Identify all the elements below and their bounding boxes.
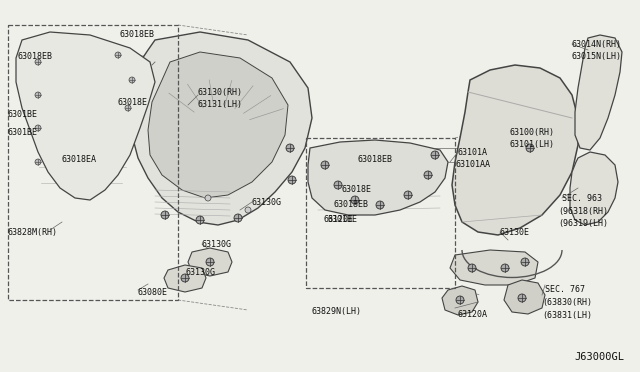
Circle shape: [376, 201, 384, 209]
Polygon shape: [504, 280, 545, 314]
Text: 63018EB: 63018EB: [120, 30, 155, 39]
Text: SEC. 767: SEC. 767: [545, 285, 585, 294]
Circle shape: [431, 151, 439, 159]
Text: 63080E: 63080E: [138, 288, 168, 297]
Text: 63130G: 63130G: [202, 240, 232, 249]
Text: 6301BE: 6301BE: [328, 215, 358, 224]
Circle shape: [161, 211, 169, 219]
Text: 63828M(RH): 63828M(RH): [8, 228, 58, 237]
Circle shape: [321, 161, 329, 169]
Text: 63014N(RH): 63014N(RH): [572, 40, 622, 49]
Text: 63101(LH): 63101(LH): [510, 140, 555, 149]
Polygon shape: [450, 250, 538, 285]
Circle shape: [245, 207, 251, 213]
Circle shape: [521, 258, 529, 266]
Circle shape: [35, 125, 41, 131]
Text: 63829N(LH): 63829N(LH): [312, 307, 362, 316]
Text: SEC. 963: SEC. 963: [562, 194, 602, 203]
Circle shape: [234, 214, 242, 222]
Text: 63018E: 63018E: [118, 98, 148, 107]
Circle shape: [115, 52, 121, 58]
Text: 63018EA: 63018EA: [62, 155, 97, 164]
Polygon shape: [148, 52, 288, 198]
Circle shape: [518, 294, 526, 302]
Text: 63130E: 63130E: [500, 228, 530, 237]
Circle shape: [125, 105, 131, 111]
Circle shape: [501, 264, 509, 272]
Text: (63831(LH): (63831(LH): [542, 311, 592, 320]
Circle shape: [351, 196, 359, 204]
Circle shape: [526, 144, 534, 152]
Circle shape: [456, 296, 464, 304]
Text: 63130(RH): 63130(RH): [198, 88, 243, 97]
Text: (63830(RH): (63830(RH): [542, 298, 592, 307]
Text: (96319(LH): (96319(LH): [558, 219, 608, 228]
Text: 6301BE: 6301BE: [8, 128, 38, 137]
Polygon shape: [308, 140, 448, 215]
Circle shape: [35, 59, 41, 65]
Circle shape: [35, 92, 41, 98]
Circle shape: [404, 191, 412, 199]
Polygon shape: [130, 32, 312, 225]
Polygon shape: [442, 286, 478, 315]
Text: 63120A: 63120A: [458, 310, 488, 319]
Polygon shape: [575, 35, 622, 150]
Text: 6301BE: 6301BE: [8, 110, 38, 119]
Circle shape: [35, 159, 41, 165]
Polygon shape: [452, 65, 578, 235]
Polygon shape: [570, 152, 618, 225]
Text: J63000GL: J63000GL: [574, 352, 624, 362]
Circle shape: [206, 258, 214, 266]
Text: 63018EB: 63018EB: [358, 155, 393, 164]
Circle shape: [181, 274, 189, 282]
Text: 63018E: 63018E: [342, 185, 372, 194]
Polygon shape: [188, 248, 232, 276]
Circle shape: [334, 181, 342, 189]
Circle shape: [129, 77, 135, 83]
Text: 63120E: 63120E: [324, 215, 354, 224]
Circle shape: [288, 176, 296, 184]
Circle shape: [468, 264, 476, 272]
Text: 63130G: 63130G: [252, 198, 282, 207]
Text: (96318(RH): (96318(RH): [558, 207, 608, 216]
Text: 63018EB: 63018EB: [334, 200, 369, 209]
Text: 63018EB: 63018EB: [18, 52, 53, 61]
Text: 63101AA: 63101AA: [456, 160, 491, 169]
Text: 63101A: 63101A: [458, 148, 488, 157]
Text: 63131(LH): 63131(LH): [198, 100, 243, 109]
Circle shape: [196, 216, 204, 224]
Circle shape: [424, 171, 432, 179]
Circle shape: [286, 144, 294, 152]
Bar: [8, 25, 178, 300]
Text: 63015N(LH): 63015N(LH): [572, 52, 622, 61]
Circle shape: [205, 195, 211, 201]
Text: 63100(RH): 63100(RH): [510, 128, 555, 137]
Polygon shape: [164, 265, 206, 292]
Polygon shape: [16, 32, 155, 200]
Bar: [306, 138, 455, 288]
Text: 63130G: 63130G: [186, 268, 216, 277]
